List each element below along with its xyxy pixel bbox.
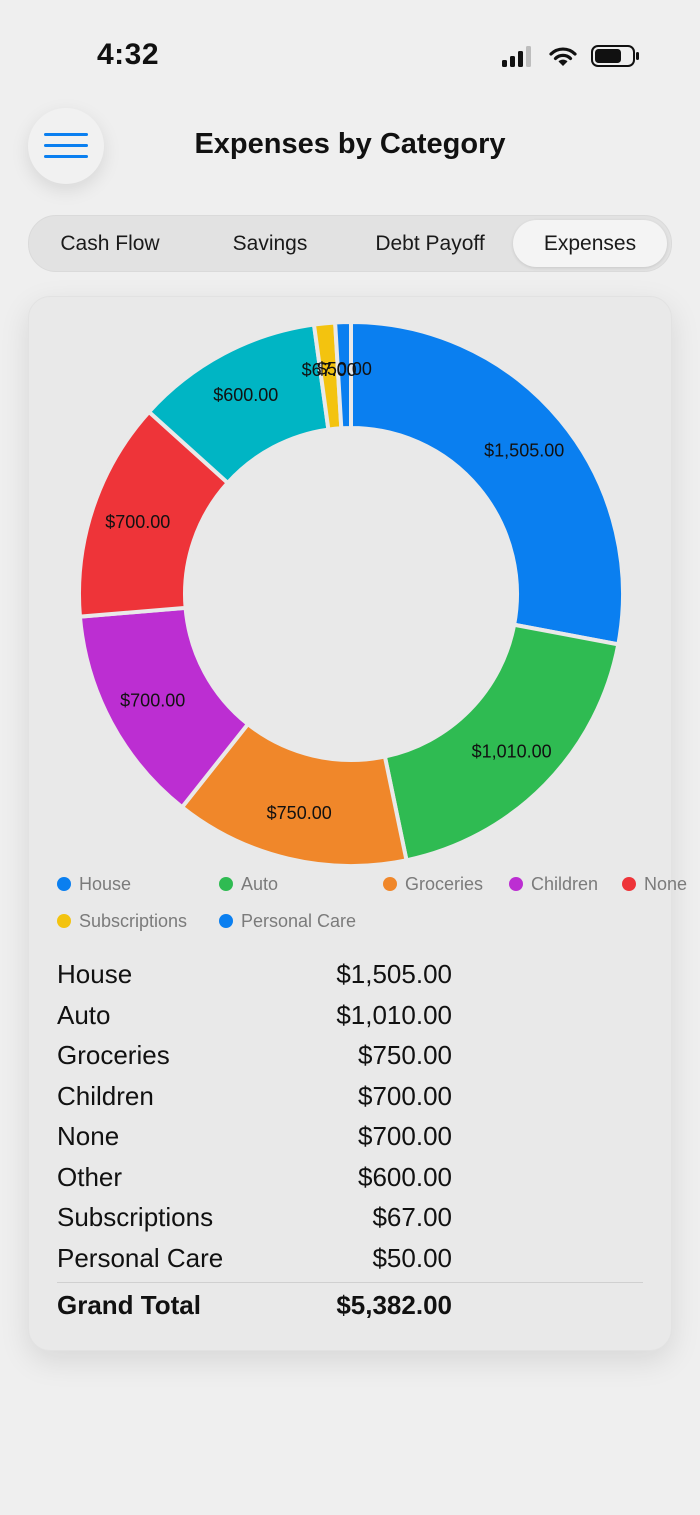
legend-dot: [509, 877, 523, 891]
table-row-value: $50.00: [372, 1242, 452, 1273]
expenses-card: $1,505.00 $1,010.00 $750.00 $700.00 $700.00 $…: [28, 296, 687, 1351]
slice-label: $750.00: [267, 803, 332, 823]
slice-label: $50.00: [317, 359, 372, 379]
table-row-label: Other: [57, 1161, 123, 1192]
legend-dot: [383, 877, 397, 891]
tab-expenses[interactable]: Expenses: [513, 220, 667, 267]
status-icons: [500, 42, 640, 72]
slice-label: $1,505.00: [484, 440, 564, 460]
donut-slice: [382, 622, 621, 863]
table-row-value: $600.00: [358, 1161, 452, 1192]
legend-item: Auto: [241, 874, 279, 894]
wifi-icon: [549, 47, 577, 66]
tab-savings[interactable]: Savings: [232, 232, 308, 255]
table-row-label: None: [57, 1121, 120, 1151]
table-row-label: Groceries: [57, 1040, 170, 1070]
page-title: Expenses by Category: [194, 128, 506, 160]
grand-total-label: Grand Total: [57, 1290, 201, 1320]
legend-dot: [219, 877, 233, 891]
hamburger-menu-icon: [44, 133, 88, 158]
legend-item: Subscriptions: [79, 911, 188, 931]
slice-label: $67.00: [302, 360, 357, 380]
legend-dot: [57, 914, 71, 928]
table-row-label: Children: [57, 1080, 154, 1111]
table-row-value: $750.00: [358, 1040, 452, 1070]
legend-item: House: [79, 874, 132, 894]
menu-button[interactable]: [28, 108, 104, 184]
donut-slice: [349, 319, 625, 647]
legend-item: Groceries: [405, 874, 484, 894]
table-row-value: $700.00: [358, 1121, 452, 1151]
legend-item: Personal Care: [241, 911, 357, 931]
slice-label: $1,010.00: [472, 742, 552, 762]
legend-dot: [57, 877, 71, 891]
table-row-label: Subscriptions: [57, 1202, 214, 1232]
tab-cash-flow[interactable]: Cash Flow: [60, 232, 160, 255]
slice-label: $600.00: [213, 385, 278, 405]
expenses-donut-chart: $1,505.00 $1,010.00 $750.00 $700.00 $700.00 $…: [77, 319, 625, 868]
slice-label: $700.00: [105, 512, 170, 532]
grand-total-value: $5,382.00: [336, 1290, 452, 1320]
table-row-value: $67.00: [372, 1202, 452, 1232]
table-row-label: Auto: [57, 999, 111, 1030]
tab-debt-payoff[interactable]: Debt Payoff: [375, 232, 485, 255]
legend-dot: [622, 877, 636, 891]
slice-label: $700.00: [120, 690, 185, 710]
table-row-value: $1,505.00: [336, 959, 452, 989]
cellular-signal-icon: [502, 46, 531, 67]
status-bar: 4:32: [0, 0, 700, 110]
table-divider: [57, 1282, 643, 1283]
legend-item: Children: [531, 874, 599, 894]
legend-item: None: [644, 874, 688, 894]
status-time: 4:32: [97, 38, 160, 71]
legend-dot: [219, 914, 233, 928]
table-row-label: Personal Care: [57, 1242, 224, 1273]
donut-slice: [333, 319, 353, 431]
table-row-value: $1,010.00: [336, 999, 452, 1030]
table-row-label: House: [57, 959, 133, 989]
table-row-value: $700.00: [358, 1080, 452, 1111]
battery-icon: [591, 45, 639, 67]
report-tabs: Cash Flow Savings Debt Payoff Expenses: [28, 215, 672, 272]
